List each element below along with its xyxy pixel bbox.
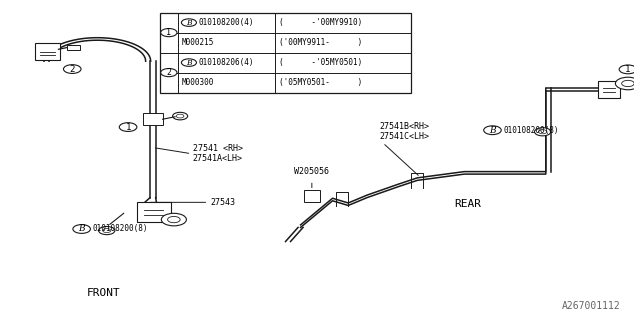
Circle shape (161, 213, 186, 226)
Text: M000215: M000215 (182, 38, 214, 47)
FancyBboxPatch shape (304, 190, 320, 202)
Circle shape (99, 227, 115, 235)
Text: W205056: W205056 (294, 167, 330, 176)
Text: 010108200(8): 010108200(8) (92, 225, 148, 234)
Circle shape (63, 65, 81, 74)
Circle shape (181, 19, 196, 26)
Text: 1: 1 (125, 123, 131, 132)
Text: (      -'05MY0501): ( -'05MY0501) (279, 58, 362, 67)
Text: 2: 2 (166, 68, 172, 77)
FancyBboxPatch shape (137, 202, 171, 222)
Circle shape (534, 128, 551, 136)
Circle shape (177, 114, 184, 118)
Circle shape (616, 77, 640, 90)
Circle shape (539, 130, 547, 134)
Text: (      -'00MY9910): ( -'00MY9910) (279, 18, 362, 27)
Text: 1: 1 (166, 28, 172, 37)
Text: 1: 1 (625, 65, 630, 74)
Text: B: B (489, 126, 496, 135)
Text: B: B (186, 19, 192, 27)
Circle shape (619, 65, 637, 74)
Circle shape (173, 112, 188, 120)
Text: 010108206(4): 010108206(4) (199, 58, 255, 67)
FancyBboxPatch shape (35, 43, 60, 60)
FancyBboxPatch shape (67, 44, 80, 50)
Circle shape (168, 216, 180, 223)
Text: 27541 <RH>
27541A<LH>: 27541 <RH> 27541A<LH> (193, 144, 243, 164)
Text: 010108200(4): 010108200(4) (199, 18, 255, 27)
Circle shape (119, 123, 137, 132)
Circle shape (621, 80, 634, 87)
Circle shape (484, 126, 501, 135)
Circle shape (181, 59, 196, 66)
Circle shape (161, 68, 177, 77)
Circle shape (73, 225, 90, 233)
Text: 010108200(8): 010108200(8) (503, 126, 559, 135)
FancyBboxPatch shape (598, 81, 620, 98)
Text: B: B (186, 59, 192, 67)
Text: FRONT: FRONT (87, 288, 120, 298)
Text: 27541B<RH>
27541C<LH>: 27541B<RH> 27541C<LH> (380, 122, 429, 141)
Text: 2: 2 (70, 65, 75, 74)
FancyBboxPatch shape (160, 12, 411, 92)
Text: ('05MY0501-      ): ('05MY0501- ) (279, 78, 362, 87)
FancyBboxPatch shape (143, 113, 163, 125)
Text: ('00MY9911-      ): ('00MY9911- ) (279, 38, 362, 47)
Text: 27543: 27543 (211, 198, 236, 207)
Text: A267001112: A267001112 (563, 300, 621, 310)
Text: REAR: REAR (454, 199, 481, 209)
Circle shape (161, 28, 177, 37)
Text: B: B (78, 225, 85, 234)
Circle shape (102, 228, 111, 233)
Text: M000300: M000300 (182, 78, 214, 87)
